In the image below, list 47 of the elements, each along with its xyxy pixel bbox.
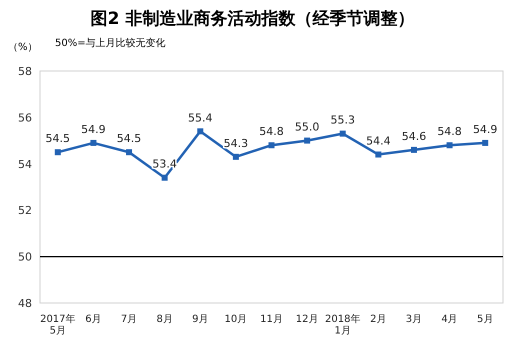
y-tick-label: 52 [18, 204, 32, 218]
data-label: 54.5 [46, 132, 70, 146]
point [90, 140, 96, 146]
point [482, 140, 488, 146]
x-tick-label: 2月 [370, 314, 387, 325]
data-label: 54.8 [437, 125, 462, 138]
data-label: 54.3 [224, 136, 248, 150]
point [197, 128, 204, 134]
data-label: 54.4 [366, 134, 391, 148]
point [304, 138, 310, 144]
x-tick-label: 8月 [156, 314, 173, 325]
x-tick-label: 7月 [120, 314, 138, 325]
x-tick-label: 2017年 5月 [40, 313, 76, 336]
point [268, 142, 274, 148]
x-tick-label: 10月 [224, 314, 248, 325]
point [162, 174, 168, 181]
point [54, 149, 61, 156]
x-tick-label: 9月 [192, 314, 208, 325]
data-label: 54.6 [402, 130, 426, 143]
data-label: 54.5 [116, 132, 142, 146]
x-tick-label: 2018年 1月 [325, 313, 360, 336]
y-tick-label: 58 [18, 65, 32, 78]
data-label: 54.9 [81, 122, 106, 136]
y-tick-label: 48 [18, 297, 32, 310]
y-tick-label: 50 [18, 250, 32, 264]
data-label: 55.0 [294, 120, 320, 134]
text: 50%=与上月比较无变化 [55, 37, 166, 49]
x-tick-label: 4月 [441, 314, 458, 325]
x-tick-label: 3月 [406, 314, 422, 325]
x-tick-label: 5月 [477, 314, 494, 325]
x-tick-label: 11月 [260, 314, 283, 325]
x-tick-label: 12月 [296, 314, 318, 325]
y-axis-title: （%） [8, 42, 38, 53]
point [340, 130, 346, 137]
point [126, 149, 132, 156]
data-label: 54.8 [259, 125, 284, 138]
y-tick-label: 54 [18, 158, 32, 171]
y-tick-label: 56 [18, 111, 32, 124]
point [446, 142, 453, 148]
data-label: 54.9 [472, 122, 498, 136]
point [232, 154, 239, 160]
chart-title: 图2 非制造业商务活动指数（经季节调整） [90, 9, 414, 29]
data-label: 55.4 [188, 111, 213, 124]
point [410, 146, 417, 153]
data-label: 55.3 [330, 114, 355, 127]
point [375, 152, 382, 158]
x-tick-label: 6月 [85, 314, 102, 325]
